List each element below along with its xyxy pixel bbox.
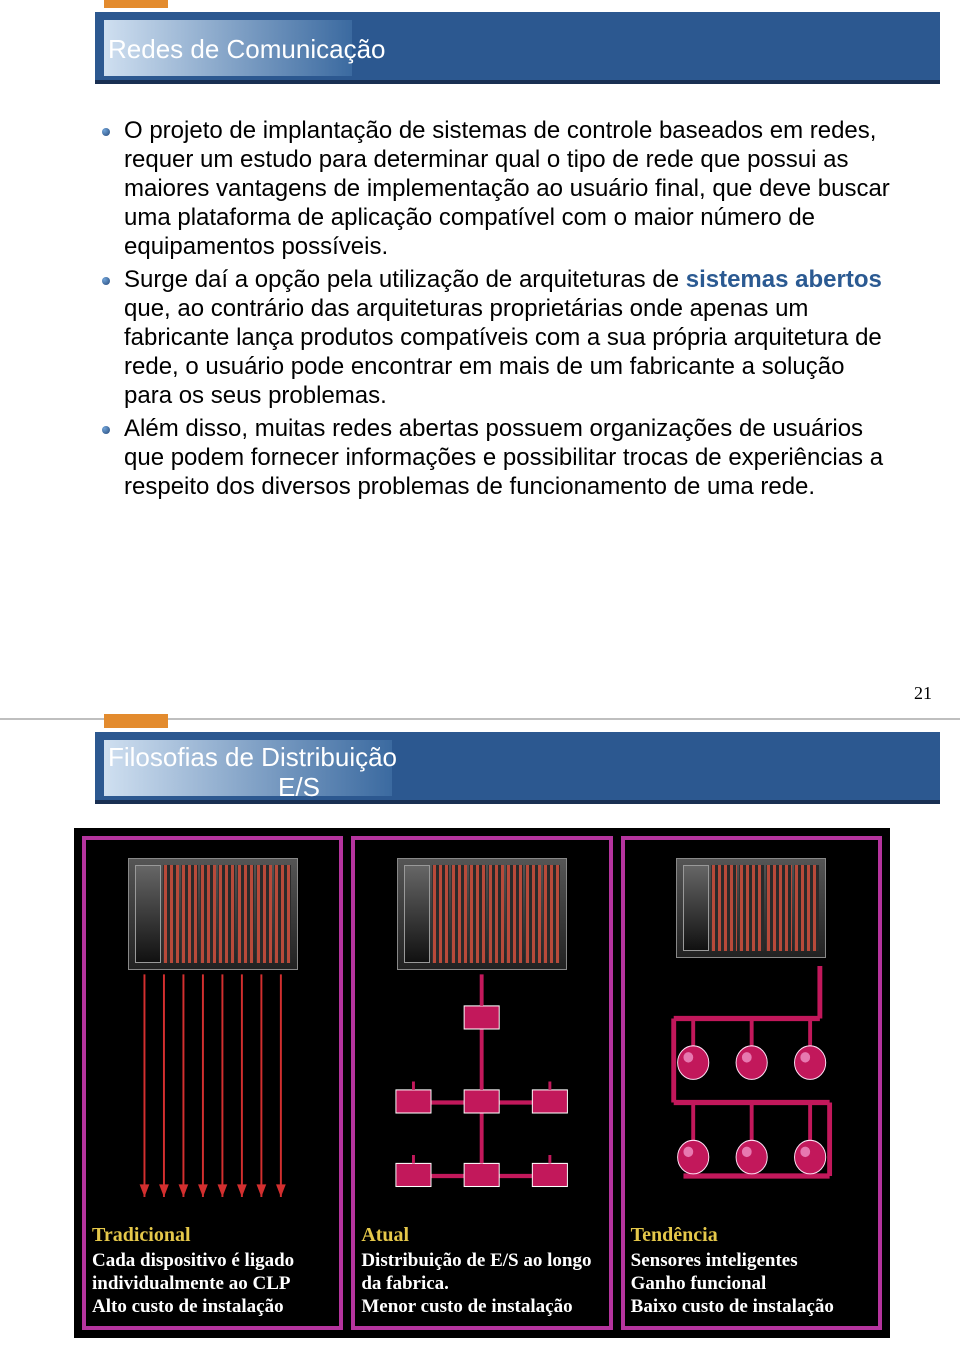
- bullet-2-prefix: Surge daí a opção pela utilização de arq…: [124, 266, 686, 293]
- accent-bar: [104, 0, 168, 8]
- panel-tendencia-graphic: [625, 840, 878, 1218]
- bullet-3-text: Além disso, muitas redes abertas possuem…: [124, 415, 883, 500]
- panel-tradicional: TradicionalCada dispositivo é ligado ind…: [82, 836, 343, 1330]
- slide2-title-line1: Filosofias de Distribuição: [108, 742, 397, 772]
- diagram-container: TradicionalCada dispositivo é ligado ind…: [74, 828, 890, 1338]
- panel-tendencia-title: Tendência: [631, 1224, 872, 1247]
- accent-bar: [104, 714, 168, 728]
- panel-atual-title: Atual: [361, 1224, 602, 1247]
- slide1-title: Redes de Comunicação: [108, 34, 386, 65]
- panel-tradicional-title: Tradicional: [92, 1224, 333, 1247]
- slide2-title-line2: E/S: [278, 772, 320, 802]
- panel-atual: AtualDistribuição de E/S ao longo da fab…: [351, 836, 612, 1330]
- bullet-1: O projeto de implantação de sistemas de …: [102, 116, 892, 261]
- panel-tendencia-caption: TendênciaSensores inteligentesGanho func…: [625, 1218, 878, 1326]
- panel-tendencia: TendênciaSensores inteligentesGanho func…: [621, 836, 882, 1330]
- slide1-body: O projeto de implantação de sistemas de …: [102, 116, 892, 505]
- wiring-svg: [86, 840, 339, 1218]
- bullet-2-suffix: que, ao contrário das arquiteturas propr…: [124, 295, 882, 409]
- wiring-svg: [355, 840, 608, 1218]
- slide-redes-comunicacao: Redes de Comunicação O projeto de implan…: [0, 0, 960, 720]
- wiring-svg: [625, 840, 878, 1218]
- bullet-1-text: O projeto de implantação de sistemas de …: [124, 117, 890, 260]
- page-number: 21: [914, 683, 932, 704]
- slide-filosofias-distribuicao: Filosofias de Distribuição E/S Tradicion…: [0, 720, 960, 1367]
- bullet-2: Surge daí a opção pela utilização de arq…: [102, 265, 892, 410]
- panel-atual-graphic: [355, 840, 608, 1218]
- panel-tradicional-desc: Cada dispositivo é ligado individualment…: [92, 1249, 333, 1318]
- panel-tendencia-desc: Sensores inteligentesGanho funcionalBaix…: [631, 1249, 872, 1318]
- slide2-title: Filosofias de Distribuição E/S: [108, 742, 397, 802]
- panel-atual-caption: AtualDistribuição de E/S ao longo da fab…: [355, 1218, 608, 1326]
- panel-tradicional-graphic: [86, 840, 339, 1218]
- bullet-3: Além disso, muitas redes abertas possuem…: [102, 414, 892, 501]
- bullet-2-highlight: sistemas abertos: [686, 266, 882, 293]
- panel-atual-desc: Distribuição de E/S ao longo da fabrica.…: [361, 1249, 602, 1318]
- panel-tradicional-caption: TradicionalCada dispositivo é ligado ind…: [86, 1218, 339, 1326]
